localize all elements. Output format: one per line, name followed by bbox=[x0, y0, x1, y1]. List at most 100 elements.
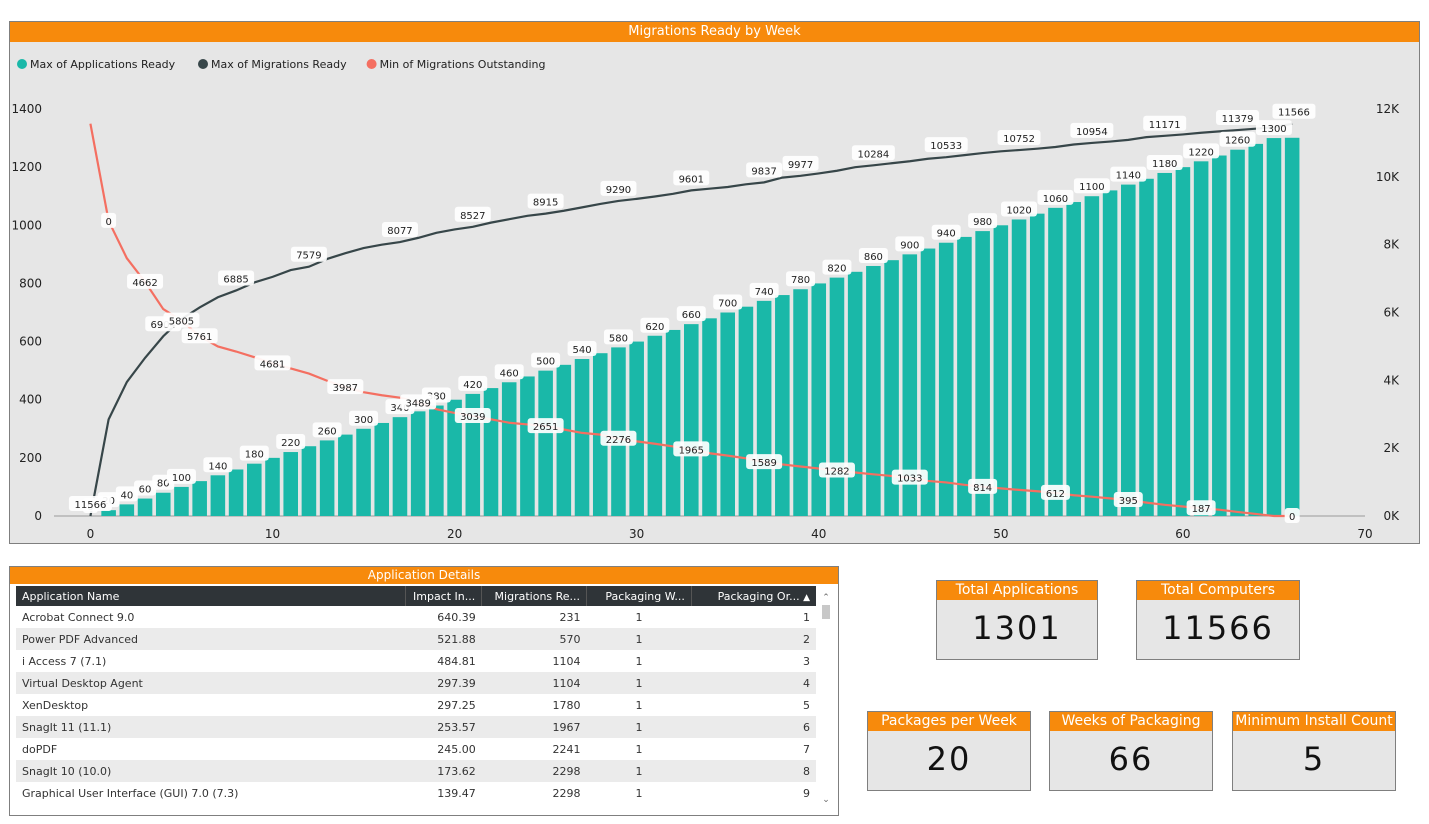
line-data-label-1: 11171 bbox=[1149, 120, 1181, 131]
bar-data-label-bg bbox=[1037, 189, 1074, 205]
bar-data-label: 1100 bbox=[1079, 182, 1104, 193]
bar-data-label: 340 bbox=[390, 403, 409, 414]
line-data-label-2: 3489 bbox=[405, 398, 430, 409]
bar-data-label-bg bbox=[458, 375, 488, 391]
line-data-label-1: 8915 bbox=[533, 198, 558, 209]
line-data-label-2-bg bbox=[163, 312, 200, 328]
line-data-label-2: 1589 bbox=[751, 458, 776, 469]
bar bbox=[756, 300, 772, 516]
table-row[interactable]: Power PDF Advanced 521.88 570 1 2 bbox=[16, 628, 816, 650]
bar bbox=[283, 452, 298, 516]
column-header-migrations-ready[interactable]: Migrations Re... bbox=[481, 586, 587, 606]
bar-data-label-bg bbox=[115, 486, 138, 502]
y-right-tick-label: 0K bbox=[1383, 509, 1400, 523]
line-data-label-1: 8527 bbox=[460, 211, 485, 222]
series-line-1 bbox=[89, 122, 1293, 517]
bar-data-label: 620 bbox=[645, 322, 664, 333]
table-row[interactable]: Acrobat Connect 9.0 640.39 231 1 1 bbox=[16, 606, 816, 628]
bar-data-label-bg bbox=[603, 329, 633, 345]
extra-data-label: 11566 bbox=[1278, 108, 1310, 119]
card-total-applications: Total Applications 1301 bbox=[936, 580, 1098, 660]
y-left-tick-label: 1000 bbox=[11, 218, 42, 232]
bar-data-label: 820 bbox=[827, 264, 846, 275]
bar bbox=[1121, 184, 1136, 517]
bar bbox=[938, 242, 954, 516]
cell-impact: 139.47 bbox=[437, 786, 476, 800]
line-data-label-1: 10284 bbox=[857, 149, 889, 160]
bar bbox=[338, 434, 353, 516]
column-header-packaging-order[interactable]: Packaging Or... ▲ bbox=[690, 586, 816, 606]
bar-data-label: 780 bbox=[791, 275, 810, 286]
y-left-tick-label: 400 bbox=[19, 393, 42, 407]
bar-data-label-bg bbox=[1073, 178, 1110, 194]
bar bbox=[1284, 137, 1300, 517]
bar-data-label-bg bbox=[822, 259, 852, 275]
scroll-down-icon[interactable]: ⌄ bbox=[822, 795, 830, 805]
line-data-label-2: 2651 bbox=[533, 422, 558, 433]
bar bbox=[392, 417, 408, 516]
bar-data-label: 260 bbox=[318, 426, 337, 437]
line-data-label-1-bg bbox=[218, 270, 255, 286]
line-data-label-2: 814 bbox=[973, 483, 992, 494]
cell-application-name: SnagIt 11 (11.1) bbox=[16, 716, 406, 738]
bar bbox=[1175, 167, 1191, 516]
bar bbox=[702, 318, 717, 516]
cell-packaging-week: 1 bbox=[635, 742, 643, 756]
y-left-tick-label: 0 bbox=[34, 509, 42, 523]
table-title: Application Details bbox=[10, 567, 838, 584]
line-data-label-1: 11566 bbox=[75, 500, 107, 511]
table-scrollbar[interactable]: ⌃ ⌄ bbox=[820, 593, 832, 805]
line-data-label-2: 2276 bbox=[606, 435, 631, 446]
bar bbox=[920, 248, 936, 517]
table-row[interactable]: XenDesktop 297.25 1780 1 5 bbox=[16, 694, 816, 716]
bar bbox=[556, 364, 572, 516]
table-row[interactable]: Virtual Desktop Agent 297.39 1104 1 4 bbox=[16, 672, 816, 694]
table-row[interactable]: SnagIt 11 (11.1) 253.57 1967 1 6 bbox=[16, 716, 816, 738]
line-data-label-1-bg bbox=[68, 496, 112, 511]
bar-data-label: 1260 bbox=[1225, 136, 1250, 147]
line-data-label-2-bg bbox=[527, 418, 564, 434]
bar bbox=[866, 265, 881, 516]
line-data-label-2: 4662 bbox=[132, 278, 157, 289]
bar bbox=[520, 376, 535, 516]
column-header-impact[interactable]: Impact In... bbox=[404, 586, 482, 606]
bar-data-label-bg bbox=[1110, 166, 1147, 182]
column-header-application-name[interactable]: Application Name bbox=[16, 586, 406, 606]
x-tick-label: 70 bbox=[1357, 527, 1372, 541]
bar-data-label: 460 bbox=[500, 368, 519, 379]
card-total-computers: Total Computers 11566 bbox=[1136, 580, 1300, 660]
cell-application-name: Virtual Desktop Agent bbox=[16, 672, 406, 694]
card-value-minimum-install-count: 5 bbox=[1302, 740, 1326, 778]
line-data-label-2-bg bbox=[746, 454, 783, 470]
x-tick-label: 60 bbox=[1175, 527, 1190, 541]
scroll-thumb[interactable] bbox=[822, 605, 830, 619]
bar-data-label: 140 bbox=[208, 461, 227, 472]
bar-data-label-bg bbox=[1219, 131, 1256, 147]
cell-packaging-order: 3 bbox=[803, 654, 810, 668]
cell-impact: 253.57 bbox=[405, 716, 482, 738]
card-title-weeks-of-packaging: Weeks of Packaging bbox=[1050, 712, 1212, 731]
line-data-label-1: 9837 bbox=[751, 166, 776, 177]
y-right-tick-label: 10K bbox=[1376, 170, 1400, 184]
y-left-tick-label: 1400 bbox=[11, 102, 42, 116]
cell-impact: 521.88 bbox=[405, 628, 482, 650]
legend-marker-1 bbox=[198, 59, 208, 69]
table-row[interactable]: SnagIt 10 (10.0) 173.62 2298 1 8 bbox=[16, 760, 816, 782]
table-row[interactable]: Graphical User Interface (GUI) 7.0 (7.3)… bbox=[16, 782, 816, 804]
bar bbox=[119, 504, 135, 516]
cell-packaging-week: 1 bbox=[635, 654, 643, 668]
y-right-tick-label: 8K bbox=[1383, 238, 1400, 252]
bar bbox=[902, 254, 918, 516]
line-data-label-2: 612 bbox=[1046, 489, 1065, 500]
line-data-label-2-bg bbox=[600, 430, 637, 446]
cell-packaging-order: 2 bbox=[691, 628, 816, 650]
column-header-packaging-week[interactable]: Packaging W... bbox=[586, 586, 692, 606]
table-row[interactable]: i Access 7 (7.1) 484.81 1104 1 3 bbox=[16, 650, 816, 672]
table-row[interactable]: doPDF 245.00 2241 1 7 bbox=[16, 738, 816, 760]
sort-ascending-icon[interactable]: ▲ bbox=[803, 592, 810, 603]
line-data-label-2: 0 bbox=[105, 217, 111, 228]
scroll-up-icon[interactable]: ⌃ bbox=[822, 593, 830, 603]
bar-data-label: 1020 bbox=[1006, 205, 1031, 216]
line-data-label-1: 7579 bbox=[296, 251, 321, 262]
bar bbox=[101, 510, 116, 516]
